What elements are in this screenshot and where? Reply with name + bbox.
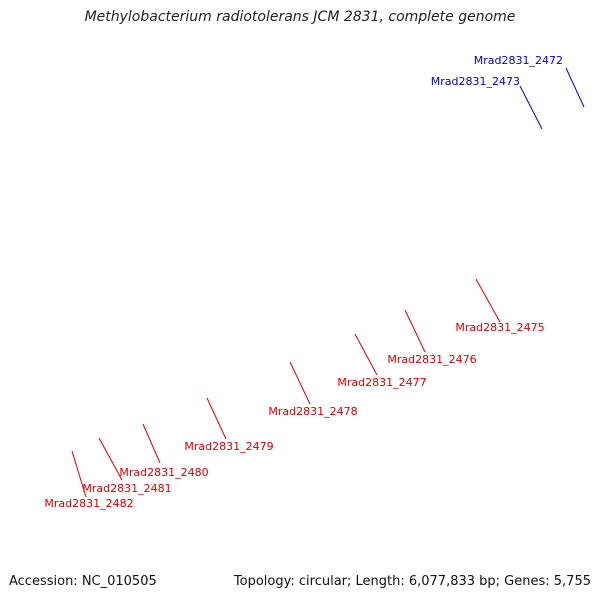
gene-label[interactable]: Mrad2831_2481	[82, 482, 171, 495]
gene-callout-line	[71, 450, 87, 498]
gene-callout-line	[475, 278, 501, 323]
gene-label[interactable]: Mrad2831_2480	[119, 466, 208, 479]
gene-callout-line	[206, 397, 227, 440]
gene-callout-line	[354, 333, 378, 376]
gene-callout-line	[404, 309, 426, 353]
genome-summary-text: Topology: circular; Length: 6,077,833 bp…	[233, 574, 591, 589]
map-title: Methylobacterium radiotolerans JCM 2831,…	[84, 9, 516, 25]
gene-callout-line	[142, 423, 161, 464]
gene-label[interactable]: Mrad2831_2477	[337, 376, 426, 389]
gene-label[interactable]: Mrad2831_2472	[474, 54, 563, 67]
accession-text: Accession: NC_010505	[9, 574, 157, 589]
gene-label[interactable]: Mrad2831_2475	[455, 321, 544, 334]
gene-label[interactable]: Mrad2831_2476	[387, 353, 476, 366]
gene-callout-line	[519, 85, 543, 130]
gene-label[interactable]: Mrad2831_2482	[44, 497, 133, 510]
gene-callout-line	[98, 437, 123, 481]
gene-label[interactable]: Mrad2831_2478	[268, 405, 357, 418]
gene-label[interactable]: Mrad2831_2479	[184, 440, 273, 453]
gene-callout-line	[289, 361, 311, 405]
gene-callout-line	[565, 67, 585, 108]
gene-label[interactable]: Mrad2831_2473	[431, 75, 520, 88]
